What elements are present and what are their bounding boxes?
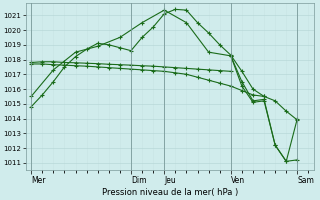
- X-axis label: Pression niveau de la mer( hPa ): Pression niveau de la mer( hPa ): [102, 188, 238, 197]
